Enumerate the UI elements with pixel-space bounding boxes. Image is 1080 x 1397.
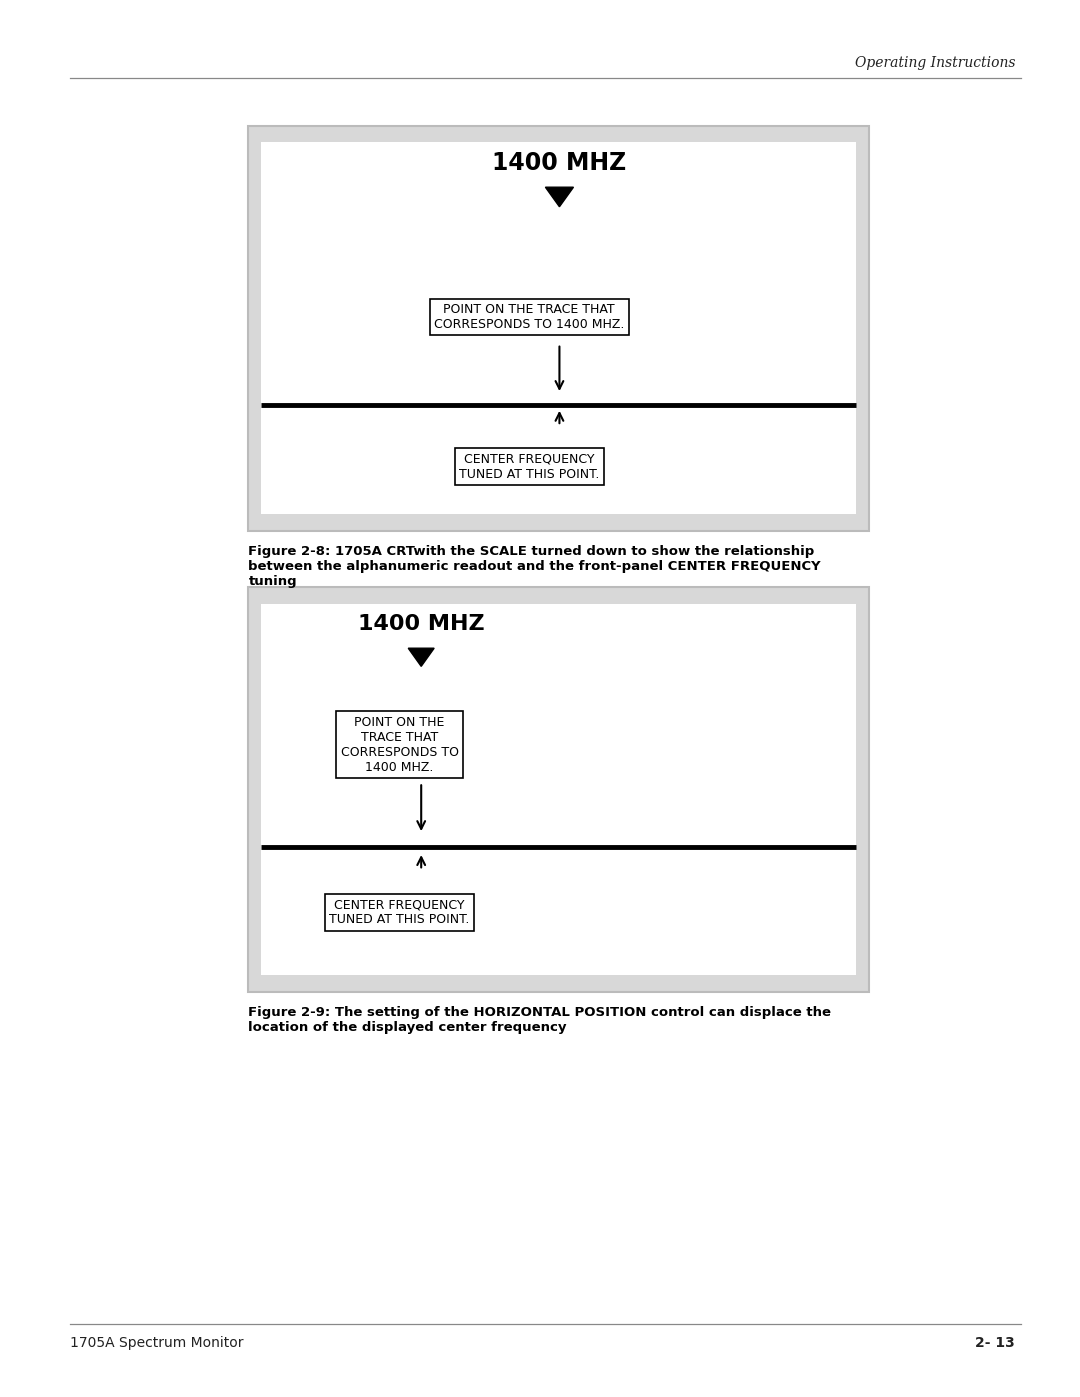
Bar [248,587,869,992]
Bar [261,142,856,514]
Text: CENTER FREQUENCY
TUNED AT THIS POINT.: CENTER FREQUENCY TUNED AT THIS POINT. [459,453,599,481]
Text: 2- 13: 2- 13 [975,1336,1015,1350]
Text: POINT ON THE
TRACE THAT
CORRESPONDS TO
1400 MHZ.: POINT ON THE TRACE THAT CORRESPONDS TO 1… [340,715,459,774]
Polygon shape [408,648,434,666]
Bar [261,604,856,975]
Text: Operating Instructions: Operating Instructions [854,56,1015,70]
Text: 1705A Spectrum Monitor: 1705A Spectrum Monitor [70,1336,244,1350]
Text: 1400 MHZ: 1400 MHZ [357,615,485,634]
Polygon shape [545,187,573,207]
Text: CENTER FREQUENCY
TUNED AT THIS POINT.: CENTER FREQUENCY TUNED AT THIS POINT. [329,898,470,926]
Text: 1400 MHZ: 1400 MHZ [492,151,626,176]
Bar [248,126,869,531]
Text: POINT ON THE TRACE THAT
CORRESPONDS TO 1400 MHZ.: POINT ON THE TRACE THAT CORRESPONDS TO 1… [434,303,624,331]
Text: Figure 2-9: The setting of the HORIZONTAL POSITION control can displace the
loca: Figure 2-9: The setting of the HORIZONTA… [248,1006,832,1034]
Text: Figure 2-8: 1705A CRTwith the SCALE turned down to show the relationship
between: Figure 2-8: 1705A CRTwith the SCALE turn… [248,545,821,588]
